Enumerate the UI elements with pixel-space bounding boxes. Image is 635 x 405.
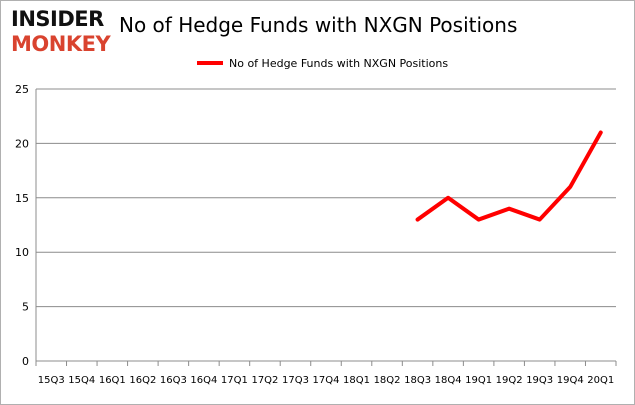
y-tick-label: 25 (15, 83, 29, 96)
x-tick-label: 19Q2 (496, 375, 523, 386)
x-tick-label: 18Q4 (435, 375, 462, 386)
chart-title: No of Hedge Funds with NXGN Positions (119, 13, 518, 37)
x-tick-label: 17Q4 (313, 375, 340, 386)
legend-label: No of Hedge Funds with NXGN Positions (229, 57, 448, 70)
x-tick-label: 15Q3 (38, 375, 65, 386)
x-tick-label: 18Q2 (374, 375, 401, 386)
x-tick-label: 18Q3 (404, 375, 431, 386)
x-tick-label: 20Q1 (587, 375, 614, 386)
logo-line1: INSIDER (11, 7, 104, 31)
x-tick-label: 16Q2 (129, 375, 156, 386)
x-tick-label: 17Q1 (221, 375, 248, 386)
y-tick-label: 5 (22, 301, 29, 314)
series-line (415, 130, 603, 222)
x-tick-label: 15Q4 (68, 375, 95, 386)
insider-monkey-logo: INSIDER MONKEY (11, 7, 111, 56)
x-tick-label: 17Q3 (282, 375, 309, 386)
y-tick-label: 10 (15, 246, 29, 259)
x-tick-label: 19Q3 (526, 375, 553, 386)
y-tick-label: 20 (15, 137, 29, 150)
logo-line2: MONKEY (11, 32, 111, 56)
x-tick-label: 19Q4 (557, 375, 584, 386)
x-tick-label: 16Q1 (99, 375, 126, 386)
x-tick-label: 19Q1 (465, 375, 492, 386)
y-tick-label: 0 (22, 355, 29, 368)
x-tick-label: 18Q1 (343, 375, 370, 386)
x-tick-label: 16Q3 (160, 375, 187, 386)
y-tick-label: 15 (15, 192, 29, 205)
x-tick-label: 16Q4 (190, 375, 217, 386)
x-tick-label: 17Q2 (251, 375, 278, 386)
